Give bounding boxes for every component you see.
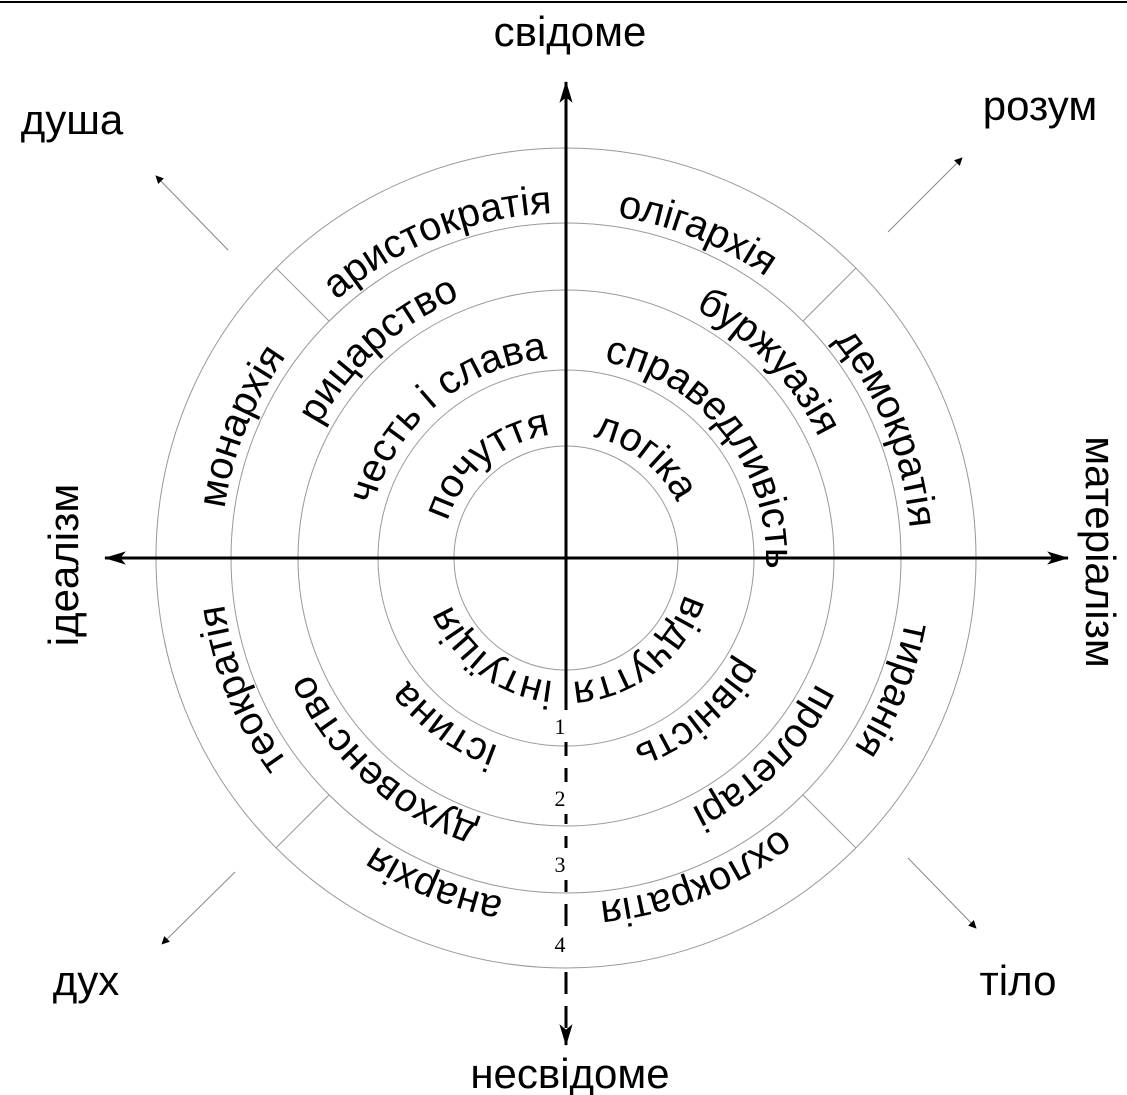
ring-label: теократія — [189, 603, 295, 783]
ring-label-path: охлократія — [598, 821, 801, 936]
ring-label-path: демократія — [827, 319, 945, 529]
axis-label: ідеалізм — [40, 484, 87, 647]
axis-label: свідоме — [494, 8, 647, 55]
ring-number: 4 — [555, 932, 566, 957]
ring-label-path: теократія — [189, 603, 295, 783]
ring-label-path: духовенство — [279, 669, 481, 857]
ring-numbers: 1 2 3 4 — [540, 710, 580, 960]
diag-label: душа — [21, 96, 124, 143]
number-box — [540, 782, 580, 814]
diag-label: розум — [983, 82, 1097, 129]
ring-separator — [275, 267, 330, 322]
number-box — [540, 710, 580, 742]
ring-label: логіка — [590, 403, 707, 508]
number-box — [540, 928, 580, 960]
ring-label: охлократія — [598, 821, 801, 936]
ring-label-path: олігархія — [616, 182, 786, 284]
ring-label: демократія — [827, 319, 945, 529]
ring-label: почуття — [415, 400, 553, 524]
diag-arrow — [887, 157, 963, 233]
ring-separator — [802, 267, 857, 322]
diag-label: дух — [53, 957, 120, 1004]
ring-label: олігархія — [616, 182, 786, 284]
ring-label-path: анархія — [357, 838, 505, 932]
diag-arrow — [907, 857, 977, 929]
diag-arrow — [161, 871, 236, 945]
ring-label-path: відчуття — [571, 591, 718, 718]
number-box — [540, 848, 580, 880]
ring-label-path: почуття — [415, 400, 553, 524]
ring-label: тиранія — [846, 619, 939, 766]
ring-separator — [802, 794, 857, 849]
ring-number: 1 — [555, 714, 566, 739]
ring-label: духовенство — [279, 669, 481, 857]
ring-number: 2 — [555, 786, 566, 811]
axis-label: несвідоме — [470, 1050, 669, 1095]
ring-number: 3 — [555, 852, 566, 877]
diag-arrow — [155, 175, 229, 251]
ring-label-path: логіка — [590, 403, 707, 508]
ring-label: інтуїція — [419, 600, 554, 716]
ring-separator — [275, 794, 330, 849]
diag-label: тіло — [980, 957, 1057, 1004]
ring-label: анархія — [357, 838, 505, 932]
ring-label-path: інтуїція — [419, 600, 554, 716]
ring-label-path: тиранія — [846, 619, 939, 766]
ring-label: відчуття — [571, 591, 718, 718]
axis-label: матеріалізм — [1077, 436, 1124, 667]
